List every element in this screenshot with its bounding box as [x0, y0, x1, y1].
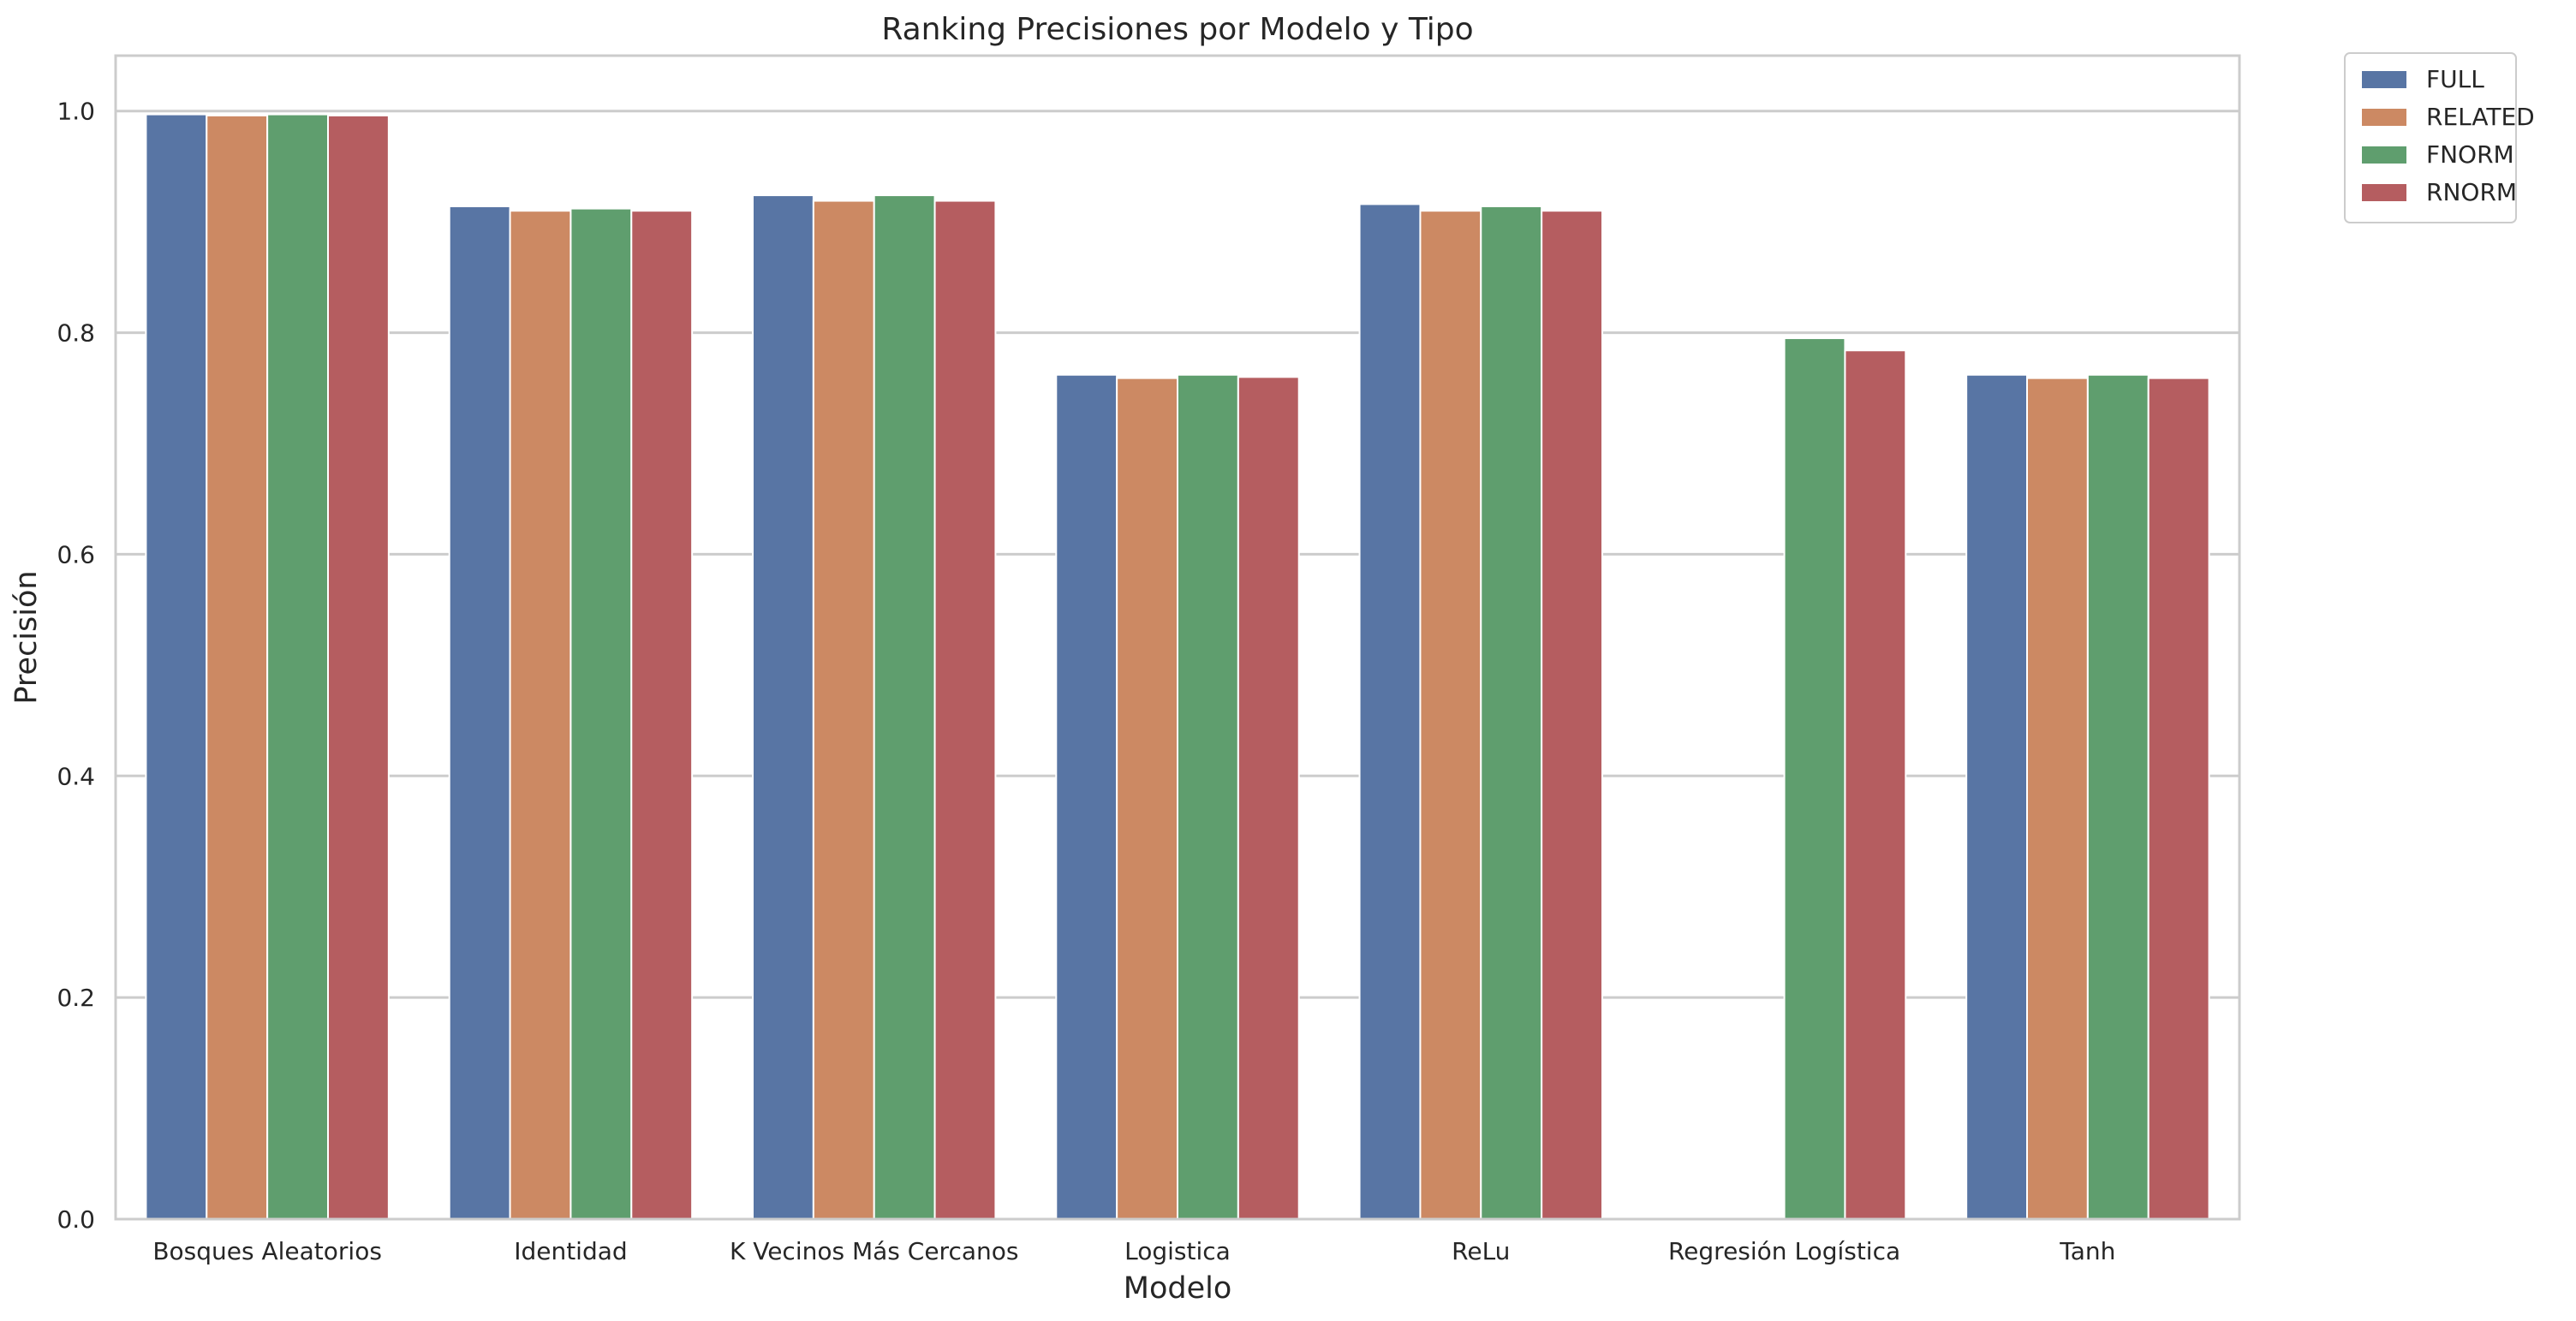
- legend-swatch-related: [2362, 109, 2406, 126]
- bars: [145, 113, 2210, 1221]
- x-axis-title: Modelo: [1124, 1271, 1232, 1306]
- legend-box: [2344, 52, 2517, 223]
- x-tick-label: Tanh: [2059, 1237, 2115, 1265]
- y-tick-label: 0.8: [57, 319, 95, 348]
- bar-rnorm: [1541, 210, 1603, 1221]
- bar-related: [509, 210, 572, 1221]
- chart-title: Ranking Precisiones por Modelo y Tipo: [881, 12, 1473, 47]
- bar-related: [812, 199, 875, 1221]
- bar-fnorm: [569, 207, 633, 1220]
- legend-label-related: RELATED: [2426, 103, 2535, 131]
- legend-swatch-fnorm: [2362, 146, 2406, 164]
- x-tick-label: Logistica: [1124, 1237, 1231, 1265]
- bar-related: [206, 114, 269, 1220]
- legend-swatch-full: [2362, 71, 2406, 88]
- y-tick-label: 0.0: [57, 1205, 95, 1234]
- y-tick-label: 0.2: [57, 984, 95, 1012]
- y-tick-labels: 0.0 0.2 0.4 0.6 0.8 1.0: [57, 98, 95, 1234]
- plot-frame: [114, 54, 2241, 1221]
- bar-related: [1419, 210, 1482, 1221]
- bar-rnorm: [327, 114, 390, 1220]
- legend-swatch-rnorm: [2362, 184, 2406, 201]
- bar-full: [1965, 373, 2028, 1220]
- y-tick-label: 0.6: [57, 540, 95, 568]
- bar-rnorm: [933, 199, 997, 1221]
- bar-related: [1116, 377, 1178, 1220]
- legend-label-rnorm: RNORM: [2426, 178, 2517, 206]
- bar-rnorm: [1844, 349, 1907, 1220]
- bar-rnorm: [630, 210, 694, 1221]
- legend-label-fnorm: FNORM: [2426, 140, 2514, 169]
- y-axis-title: Precisión: [9, 570, 44, 704]
- bar-full: [448, 205, 511, 1221]
- x-tick-label: K Vecinos Más Cercanos: [730, 1237, 1019, 1265]
- x-tick-label: Identidad: [514, 1237, 627, 1265]
- bar-fnorm: [873, 194, 936, 1221]
- legend-label-full: FULL: [2426, 65, 2484, 93]
- x-tick-label: ReLu: [1452, 1237, 1510, 1265]
- y-tick-label: 1.0: [57, 98, 95, 126]
- bar-full: [752, 194, 814, 1221]
- legend: FULL RELATED FNORM RNORM: [2344, 52, 2535, 223]
- bar-rnorm: [1237, 376, 1300, 1221]
- y-tick-label: 0.4: [57, 762, 95, 790]
- bar-fnorm: [1177, 373, 1239, 1220]
- bar-fnorm: [2086, 373, 2150, 1220]
- bar-full: [1358, 203, 1422, 1220]
- bar-full: [1055, 373, 1118, 1220]
- x-tick-labels: Bosques Aleatorios Identidad K Vecinos Más…: [152, 1237, 2115, 1265]
- x-tick-label: Regresión Logística: [1668, 1237, 1900, 1265]
- x-tick-label: Bosques Aleatorios: [152, 1237, 382, 1265]
- bar-fnorm: [1480, 205, 1543, 1221]
- bar-related: [2026, 377, 2089, 1220]
- bar-fnorm: [266, 113, 329, 1220]
- bar-rnorm: [2147, 377, 2210, 1220]
- bar-fnorm: [1783, 337, 1846, 1220]
- bar-full: [145, 113, 208, 1220]
